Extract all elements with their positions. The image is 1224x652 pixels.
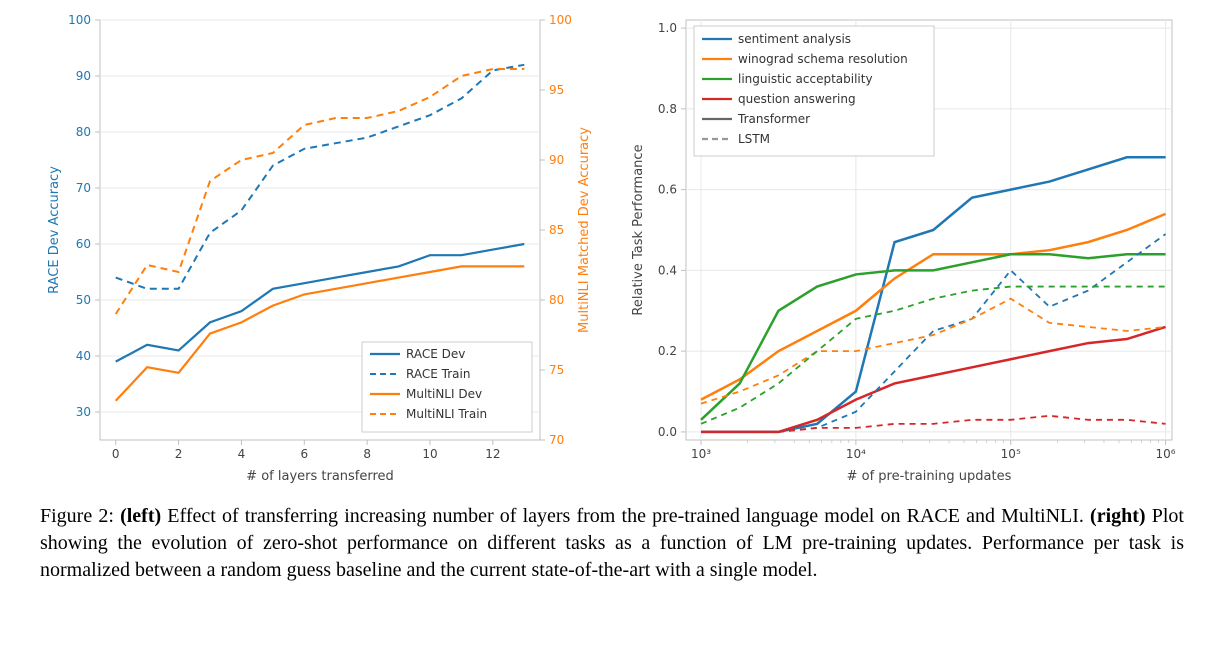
svg-text:0.2: 0.2 [658,344,677,358]
svg-text:LSTM: LSTM [738,132,770,146]
left-yright-label: MultiNLI Matched Dev Accuracy [577,127,592,333]
svg-text:80: 80 [549,293,564,307]
figure-caption: Figure 2: (left) Effect of transferring … [40,503,1184,584]
svg-text:6: 6 [300,447,308,461]
svg-text:12: 12 [485,447,500,461]
svg-text:90: 90 [76,69,91,83]
caption-right-tag: (right) [1090,505,1146,527]
svg-text:40: 40 [76,349,91,363]
svg-text:80: 80 [76,125,91,139]
svg-text:70: 70 [549,433,564,447]
svg-text:MultiNLI Dev: MultiNLI Dev [406,387,482,401]
svg-text:10⁶: 10⁶ [1156,447,1176,461]
svg-text:70: 70 [76,181,91,195]
svg-text:linguistic acceptability: linguistic acceptability [738,72,873,86]
svg-text:10⁴: 10⁴ [846,447,866,461]
left-chart-svg: 0 2 4 6 8 10 12 # of layers transferred 30 40 50 60… [40,10,600,490]
right-x-label: # of pre-training updates [847,469,1012,484]
svg-text:2: 2 [175,447,183,461]
svg-text:0.6: 0.6 [658,183,677,197]
figure-container: 0 2 4 6 8 10 12 # of layers transferred 30 40 50 60… [0,0,1224,652]
svg-text:100: 100 [68,13,91,27]
svg-text:85: 85 [549,223,564,237]
caption-left-tag: (left) [120,505,161,527]
charts-row: 0 2 4 6 8 10 12 # of layers transferred 30 40 50 60… [40,10,1184,495]
svg-text:0: 0 [112,447,120,461]
svg-text:90: 90 [549,153,564,167]
left-x-label: # of layers transferred [246,469,394,484]
right-chart-svg: 0.0 0.2 0.4 0.6 0.8 1.0 Relative Task Performa… [624,10,1184,490]
svg-text:10: 10 [422,447,437,461]
svg-text:0.0: 0.0 [658,425,677,439]
svg-text:winograd schema resolution: winograd schema resolution [738,52,908,66]
right-chart: 0.0 0.2 0.4 0.6 0.8 1.0 Relative Task Performa… [624,10,1184,495]
svg-text:question answering: question answering [738,92,856,106]
svg-text:100: 100 [549,13,572,27]
svg-text:10³: 10³ [691,447,711,461]
svg-text:1.0: 1.0 [658,21,677,35]
left-chart: 0 2 4 6 8 10 12 # of layers transferred 30 40 50 60… [40,10,600,495]
right-legend: sentiment analysis winograd schema resolu… [694,26,934,156]
svg-text:95: 95 [549,83,564,97]
svg-text:30: 30 [76,405,91,419]
svg-text:RACE Train: RACE Train [406,367,470,381]
svg-text:50: 50 [76,293,91,307]
caption-left-text: Effect of transferring increasing number… [161,505,1090,527]
svg-text:sentiment analysis: sentiment analysis [738,32,851,46]
svg-text:0.8: 0.8 [658,102,677,116]
svg-text:60: 60 [76,237,91,251]
left-yleft-label: RACE Dev Accuracy [47,166,62,294]
svg-text:Transformer: Transformer [737,112,810,126]
svg-text:0.4: 0.4 [658,263,677,277]
caption-prefix: Figure 2: [40,505,120,527]
svg-text:MultiNLI Train: MultiNLI Train [406,407,487,421]
right-y-label: Relative Task Performance [631,144,646,315]
svg-text:75: 75 [549,363,564,377]
left-legend: RACE Dev RACE Train MultiNLI Dev MultiNLI T… [362,342,532,432]
svg-text:4: 4 [238,447,246,461]
svg-text:8: 8 [363,447,371,461]
svg-text:RACE Dev: RACE Dev [406,347,465,361]
svg-text:10⁵: 10⁵ [1001,447,1021,461]
